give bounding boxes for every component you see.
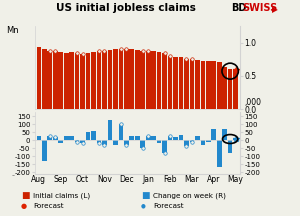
Bar — [217, 140, 222, 167]
Bar — [47, 51, 52, 109]
Text: BD: BD — [231, 3, 246, 13]
Bar — [130, 49, 134, 109]
Bar — [168, 135, 172, 140]
Bar — [102, 51, 107, 109]
Bar — [157, 140, 161, 143]
Bar — [195, 60, 200, 109]
Bar — [179, 135, 183, 140]
Text: Change on week (R): Change on week (R) — [153, 192, 226, 199]
Bar — [135, 135, 140, 140]
Bar — [173, 137, 178, 140]
Bar — [86, 52, 90, 109]
Bar — [58, 52, 63, 109]
Text: Mn: Mn — [6, 26, 18, 35]
Text: ■: ■ — [141, 191, 149, 200]
Text: Forecast: Forecast — [33, 203, 64, 209]
Bar — [228, 69, 232, 109]
Text: ■: ■ — [21, 191, 29, 200]
Text: SWISS: SWISS — [242, 3, 278, 13]
Bar — [113, 140, 118, 145]
Text: -: - — [12, 172, 15, 181]
Bar — [233, 139, 238, 140]
Text: ●: ● — [21, 203, 27, 209]
Bar — [75, 140, 80, 142]
Bar — [47, 135, 52, 140]
Bar — [140, 140, 145, 148]
Bar — [173, 57, 178, 109]
Bar — [97, 51, 101, 109]
Bar — [64, 52, 68, 109]
Bar — [206, 61, 211, 109]
Bar — [200, 60, 205, 109]
Bar — [222, 129, 227, 140]
Bar — [140, 51, 145, 109]
Bar — [64, 136, 68, 140]
Bar — [91, 52, 96, 109]
Bar — [217, 62, 222, 109]
Bar — [69, 135, 74, 140]
Bar — [222, 67, 227, 109]
Bar — [58, 140, 63, 143]
Bar — [108, 119, 112, 140]
Text: Initial claims (L): Initial claims (L) — [33, 192, 90, 199]
Bar — [53, 137, 58, 140]
Text: US initial jobless claims: US initial jobless claims — [56, 3, 196, 13]
Bar — [53, 51, 58, 109]
Bar — [190, 59, 194, 109]
Text: Forecast: Forecast — [153, 203, 184, 209]
Bar — [184, 140, 189, 146]
Bar — [113, 49, 118, 109]
Bar — [200, 140, 205, 145]
Bar — [91, 131, 96, 140]
Text: ●: ● — [141, 204, 146, 209]
Bar — [190, 140, 194, 142]
Bar — [146, 51, 151, 109]
Bar — [195, 136, 200, 140]
Bar — [151, 51, 156, 109]
Bar — [75, 53, 80, 109]
Bar — [212, 61, 216, 109]
Bar — [86, 132, 90, 140]
Bar — [108, 50, 112, 109]
Bar — [206, 140, 211, 142]
Bar — [124, 140, 129, 145]
Bar — [168, 56, 172, 109]
Bar — [157, 52, 161, 109]
Bar — [118, 124, 123, 140]
Bar — [42, 140, 47, 161]
Bar — [69, 52, 74, 109]
Bar — [102, 140, 107, 145]
Bar — [212, 129, 216, 140]
Bar — [162, 140, 167, 153]
Bar — [124, 49, 129, 109]
Bar — [162, 52, 167, 109]
Bar — [233, 70, 238, 109]
Bar — [80, 140, 85, 143]
Bar — [97, 140, 101, 143]
Bar — [151, 136, 156, 140]
Bar — [179, 57, 183, 109]
Text: ▶: ▶ — [272, 5, 278, 14]
Text: ,000: ,000 — [244, 98, 261, 107]
Bar — [80, 54, 85, 109]
Bar — [228, 140, 232, 153]
Bar — [42, 49, 47, 109]
Bar — [118, 49, 123, 109]
Bar — [184, 59, 189, 109]
Bar — [37, 135, 41, 140]
Bar — [37, 47, 41, 109]
Bar — [130, 135, 134, 140]
Bar — [135, 50, 140, 109]
Bar — [146, 136, 151, 140]
